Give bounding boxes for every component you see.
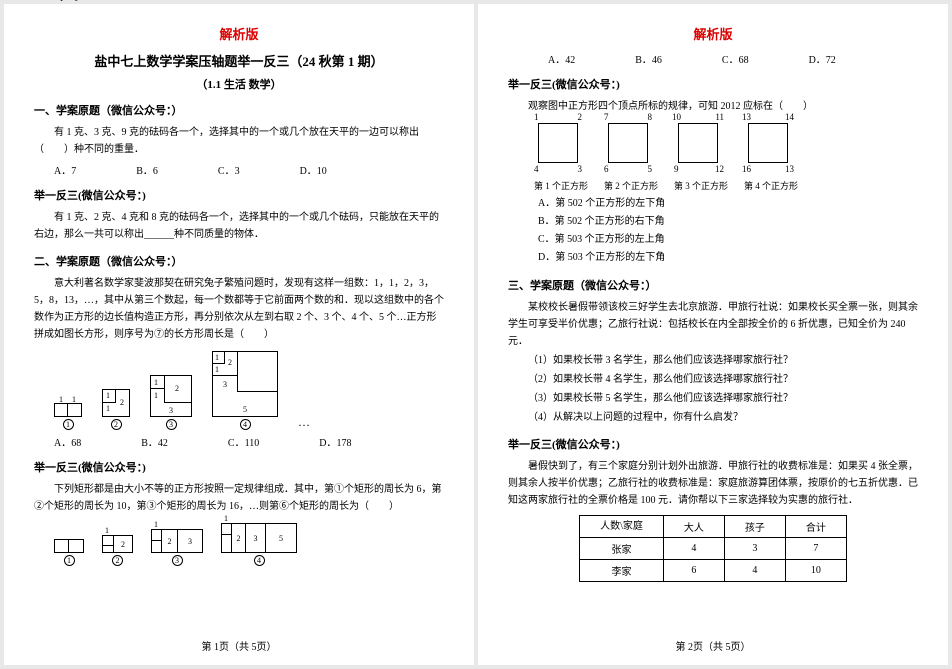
opt-a: A．68 (54, 434, 81, 449)
opt-c: C．68 (722, 51, 749, 66)
th-child: 孩子 (724, 516, 785, 538)
rect-3: 1 2 3 3 (151, 529, 203, 566)
circ-2: 2 (111, 419, 122, 430)
variant-3-title: 举一反三(微信公众号：) (508, 76, 918, 92)
subtitle: （1.1 生活 数学） (34, 76, 444, 92)
variant-2-body: 下列矩形都是由大小不等的正方形按照一定规律组成．其中，第①个矩形的周长为 6，第… (34, 481, 444, 515)
opt-a: A．42 (548, 51, 575, 66)
opt-c: C．第 503 个正方形的左上角 (538, 231, 918, 249)
circ-3: 3 (166, 419, 177, 430)
num-sq-2: 7 8 6 5 第 2 个正方形 (608, 123, 648, 163)
page2-top-options: A．42 B．46 C．68 D．72 (548, 51, 918, 66)
variant-4-title: 举一反三(微信公众号：) (508, 436, 918, 452)
opt-b: B．46 (635, 51, 662, 66)
opt-d: D．178 (319, 434, 351, 449)
s3-q4: （4）从解决以上问题的过程中，你有什么启发？ (508, 409, 918, 426)
section-2-body: 意大利著名数学家斐波那契在研究兔子繁殖问题时，发现有这样一组数：1，1，2，3，… (34, 275, 444, 343)
rect-1: 1 1 1 (54, 539, 84, 566)
opt-b: B．6 (136, 162, 158, 177)
variant-4-body: 暑假快到了，有三个家庭分别计划外出旅游．甲旅行社的收费标准是：如果买 4 张全票… (508, 458, 918, 509)
page-1: 解析版 盐中七上数学学案压轴题举一反三（24 秋第 1 期） （1.1 生活 数… (4, 4, 474, 665)
section-2-title: 二、学案原题（微信公众号：） (34, 253, 444, 269)
section-3-title: 三、学案原题（微信公众号：） (508, 277, 918, 293)
page-2-footer: 第 2页（共 5页） (478, 638, 948, 653)
th-total: 合计 (785, 516, 846, 538)
s3-q2: （2）如果校长带 4 名学生，那么他们应该选择哪家旅行社？ (508, 371, 918, 388)
variant-1-title: 举一反三(微信公众号：) (34, 187, 444, 203)
opt-a: A．7 (54, 162, 76, 177)
section-1-body: 有 1 克、3 克、9 克的砝码各一个，选择其中的一个或几个放在天平的一边可以称… (34, 124, 444, 158)
num-sq-1: 1 2 4 3 第 1 个正方形 (538, 123, 578, 163)
circ-1: 1 (63, 419, 74, 430)
table-row: 张家 4 3 7 (580, 538, 847, 560)
s3-q1: （1）如果校长带 3 名学生，那么他们应该选择哪家旅行社？ (508, 352, 918, 369)
table-row: 李家 6 4 10 (580, 560, 847, 582)
opt-d: D．72 (809, 51, 836, 66)
rect-figure: 1 1 1 1 2 2 1 2 3 3 1 2 3 5 (54, 523, 444, 566)
fib-group-4: 1 1 2 3 5 4 (212, 351, 278, 430)
th-family: 人数\家庭 (580, 516, 664, 538)
opt-c: C．3 (218, 162, 240, 177)
rect-4: 1 2 3 5 4 (221, 523, 297, 566)
variant-3-body: 观察图中正方形四个顶点所标的规律，可知 2012 应标在（ ） (508, 98, 918, 115)
circ-4: 4 (240, 419, 251, 430)
opt-d: D．第 503 个正方形的左下角 (538, 249, 918, 267)
fibonacci-figure: 1 1 1 1 1 2 2 1 1 2 3 3 (54, 351, 444, 430)
header-red-2: 解析版 (508, 24, 918, 43)
header-red-1: 解析版 (34, 24, 444, 43)
s3-q3: （3）如果校长带 5 名学生，那么他们应该选择哪家旅行社？ (508, 390, 918, 407)
family-table: 人数\家庭 大人 孩子 合计 张家 4 3 7 李家 6 4 10 (579, 515, 847, 582)
rect-2: 1 2 2 (102, 535, 133, 566)
num-sq-4: 13 14 16 13 第 4 个正方形 (748, 123, 788, 163)
table-header-row: 人数\家庭 大人 孩子 合计 (580, 516, 847, 538)
opt-b: B．42 (141, 434, 168, 449)
variant-1-body: 有 1 克、2 克、4 克和 8 克的砝码各一个，选择其中的一个或几个砝码，只能… (34, 209, 444, 243)
fib-group-3: 1 1 2 3 3 (150, 375, 192, 430)
fib-group-1: 1 1 1 (54, 403, 82, 430)
th-adult: 大人 (663, 516, 724, 538)
ellipsis-1: … (298, 415, 312, 430)
numbered-squares-figure: 1 2 4 3 第 1 个正方形 7 8 6 5 第 2 个正方形 10 11 … (538, 123, 918, 163)
num-sq-3: 10 11 9 12 第 3 个正方形 (678, 123, 718, 163)
opt-c: C．110 (228, 434, 259, 449)
page-2: 解析版 A．42 B．46 C．68 D．72 举一反三(微信公众号：) 观察图… (478, 4, 948, 665)
variant-3-options: A．第 502 个正方形的左下角 B．第 502 个正方形的右下角 C．第 50… (538, 195, 918, 267)
section-1-options: A．7 B．6 C．3 D．10 (54, 162, 444, 177)
section-2-options: A．68 B．42 C．110 D．178 (54, 434, 444, 449)
page-1-footer: 第 1页（共 5页） (4, 638, 474, 653)
variant-2-title: 举一反三(微信公众号：) (34, 459, 444, 475)
opt-a: A．第 502 个正方形的左下角 (538, 195, 918, 213)
fib-group-2: 1 1 2 2 (102, 389, 130, 430)
section-3-body: 某校校长暑假带领该校三好学生去北京旅游．甲旅行社说：如果校长买全票一张，则其余学… (508, 299, 918, 350)
opt-b: B．第 502 个正方形的右下角 (538, 213, 918, 231)
section-1-title: 一、学案原题（微信公众号：） (34, 102, 444, 118)
main-title: 盐中七上数学学案压轴题举一反三（24 秋第 1 期） (34, 51, 444, 70)
opt-d: D．10 (300, 162, 327, 177)
